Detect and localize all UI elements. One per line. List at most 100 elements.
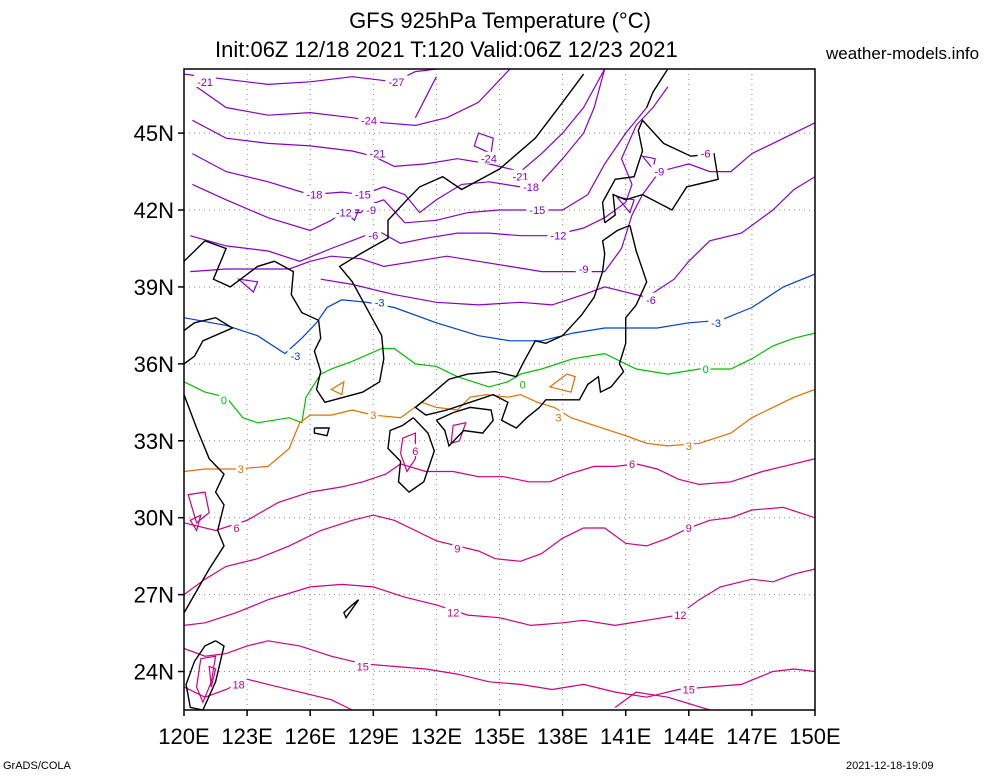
isotherm — [184, 506, 815, 596]
contour-label-bg — [303, 187, 326, 200]
contour-label: 6 — [629, 459, 635, 471]
contour-label: -15 — [355, 190, 371, 202]
contour-label-bg — [708, 315, 725, 328]
contour-label: -6 — [646, 295, 656, 307]
isotherm — [184, 640, 815, 698]
contour-label-bg — [547, 228, 570, 241]
contour-label-bg — [358, 113, 381, 126]
contour-label: -9 — [654, 167, 664, 179]
x-tick-label: 147E — [726, 724, 777, 749]
y-tick-label: 39N — [134, 275, 174, 300]
contour-label: -12 — [550, 231, 566, 243]
latitude-axis: 24N 27N 30N 33N 36N 39N 42N 45N — [134, 121, 184, 685]
coastline — [184, 394, 225, 615]
contour-label-bg — [410, 444, 421, 457]
contour-labels: -27-21-24-21 -24-21-18-18 -15-15-12 -9-12-6… — [194, 74, 725, 696]
isotherm — [184, 273, 815, 355]
isotherm-closed — [189, 513, 202, 532]
isotherm-closed — [329, 380, 345, 396]
isotherm — [192, 107, 648, 232]
contour-label-bg — [371, 295, 388, 308]
contour-label-bg — [351, 187, 374, 200]
y-tick-label: 33N — [134, 429, 174, 454]
map-subtitle: Init:06Z 12/18 2021 T:120 Valid:06Z 12/2… — [215, 37, 678, 62]
y-tick-label: 30N — [134, 506, 174, 531]
contour-label-bg — [697, 146, 714, 159]
isotherm — [184, 458, 815, 532]
contour-label-bg — [235, 461, 246, 474]
isotherm-closed — [640, 155, 656, 171]
y-tick-label: 24N — [134, 660, 174, 685]
x-tick-label: 150E — [789, 724, 840, 749]
isotherm — [414, 76, 437, 118]
x-tick-label: 138E — [537, 724, 588, 749]
isotherm — [192, 69, 606, 214]
isotherm-closed — [208, 665, 217, 688]
contour-label: 9 — [454, 543, 460, 555]
isotherm — [192, 69, 606, 173]
x-tick-label: 144E — [663, 724, 714, 749]
contour-label: -18 — [306, 190, 322, 202]
contour-label: -9 — [579, 264, 589, 276]
contour-label-bg — [230, 677, 247, 690]
isotherm — [190, 122, 815, 273]
coastline — [435, 406, 494, 448]
isotherm-closed — [195, 655, 217, 704]
contour-label: -9 — [366, 205, 376, 217]
contour-label: 3 — [238, 464, 244, 476]
isotherm — [190, 86, 669, 262]
contour-label-bg — [517, 377, 528, 390]
contour-label-bg — [627, 456, 638, 469]
contour-label: -21 — [370, 149, 386, 161]
contour-label-bg — [642, 292, 659, 305]
contour-label-bg — [683, 438, 694, 451]
coastline — [414, 224, 648, 429]
contour-label: 6 — [234, 523, 240, 535]
x-tick-label: 120E — [158, 724, 209, 749]
contour-label-bg — [366, 146, 389, 159]
contour-label: 3 — [370, 410, 376, 422]
contour-label: -27 — [388, 77, 404, 89]
coastline — [313, 427, 331, 437]
coastline — [185, 640, 225, 710]
contour-label-bg — [680, 682, 697, 695]
contour-label-bg — [452, 541, 463, 554]
contour-label-bg — [526, 203, 549, 216]
contour-label-bg — [354, 659, 371, 672]
contour-label: 12 — [674, 610, 686, 622]
isotherm-closed — [236, 278, 259, 294]
contour-label: 0 — [221, 395, 227, 407]
contour-label: -3 — [711, 318, 721, 330]
contour-label-bg — [363, 203, 380, 216]
isotherm — [184, 388, 815, 473]
contour-label: 3 — [686, 441, 692, 453]
contour-label: 3 — [555, 413, 561, 425]
source-label: weather-models.info — [826, 44, 980, 63]
contour-label: -6 — [701, 149, 711, 161]
coastline — [184, 316, 234, 365]
x-tick-label: 141E — [600, 724, 651, 749]
isotherm-closed — [187, 491, 210, 524]
contour-label: -3 — [291, 351, 301, 363]
x-tick-label: 123E — [221, 724, 272, 749]
contour-label: -15 — [529, 205, 545, 217]
graticule — [184, 69, 815, 710]
x-tick-label: 129E — [348, 724, 399, 749]
isotherm — [184, 568, 815, 627]
contour-label-bg — [477, 151, 500, 164]
isotherm-closed — [399, 432, 416, 473]
contour-label-bg — [365, 228, 382, 241]
coastline — [387, 417, 436, 494]
isotherm — [196, 69, 511, 127]
contour-label-bg — [509, 169, 532, 182]
contour-label: -18 — [523, 182, 539, 194]
isotherm-closed — [473, 132, 494, 155]
isotherm-closed — [548, 373, 576, 393]
contour-label: -6 — [368, 231, 378, 243]
contour-label-bg — [575, 261, 592, 274]
contour-label-bg — [194, 74, 217, 87]
contour-label-bg — [683, 520, 694, 533]
footer-software: GrADS/COLA — [3, 760, 71, 772]
contour-label: 0 — [520, 379, 526, 391]
coastline — [646, 69, 669, 108]
